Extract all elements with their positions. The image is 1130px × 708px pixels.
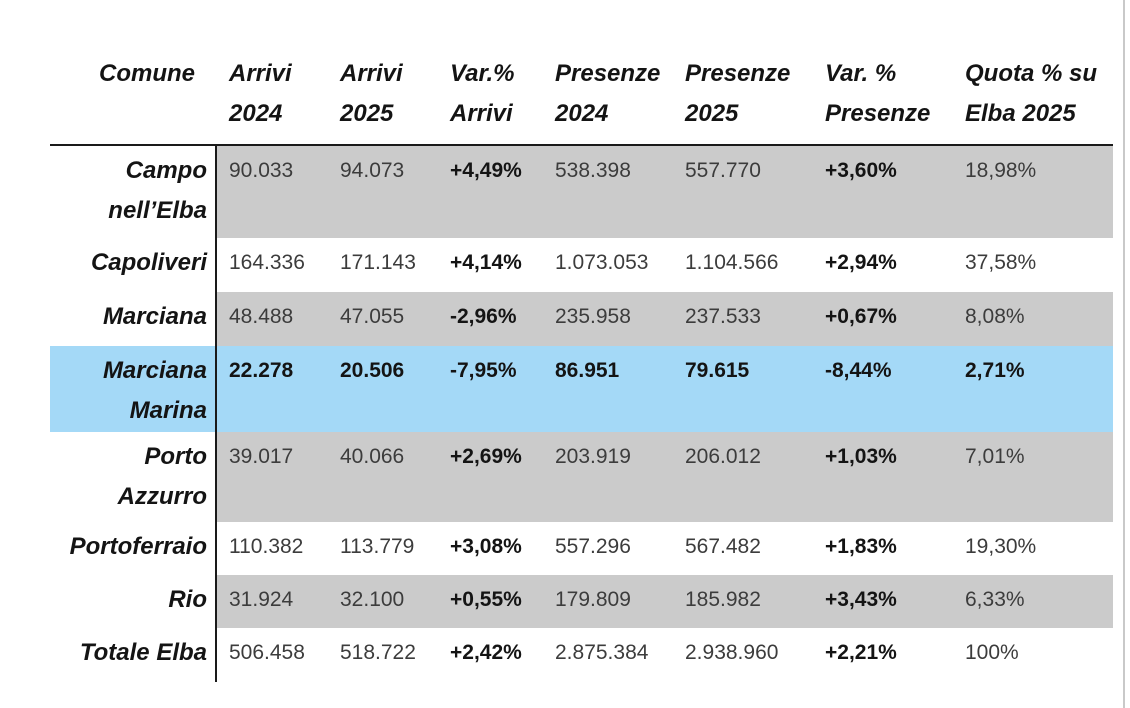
cell-var-pct-arrivi: +2,42% — [438, 628, 543, 681]
cell-var-pct-presenze: +2,21% — [813, 628, 953, 681]
column-header-var-pct-arrivi: Var.% Arrivi — [450, 60, 515, 127]
table-row: Porto Azzurro 39.017 40.066 +2,69% 203.919 20… — [50, 432, 1113, 522]
cell-arrivi-2025: 32.100 — [328, 575, 438, 628]
cell-arrivi-2024: 506.458 — [217, 628, 328, 681]
comune-column-divider — [215, 144, 217, 682]
row-label-comune: Marciana Marina — [50, 346, 217, 432]
table-row: Portoferraio 110.382 113.779 +3,08% 557.296 5… — [50, 522, 1113, 575]
column-header-quota-pct-elba-2025: Quota % su Elba 2025 — [965, 60, 1098, 127]
cell-var-pct-arrivi: -2,96% — [438, 292, 543, 346]
cell-quota-pct-elba-2025: 37,58% — [953, 238, 1113, 292]
cell-presenze-2025: 206.012 — [673, 432, 813, 522]
column-header-presenze-2025: Presenze 2025 — [685, 60, 791, 127]
row-label-comune: Rio — [168, 586, 207, 613]
cell-presenze-2025: 237.533 — [673, 292, 813, 346]
table-header-row: Comune Arrivi 2024 Arrivi 2025 Var.% Arr… — [50, 0, 1113, 144]
cell-var-pct-presenze: +3,43% — [813, 575, 953, 628]
cell-presenze-2025: 79.615 — [673, 346, 813, 432]
cell-arrivi-2024: 31.924 — [217, 575, 328, 628]
cell-presenze-2025: 557.770 — [673, 146, 813, 238]
table-row: Rio 31.924 32.100 +0,55% 179.809 185.982 +3,43… — [50, 575, 1113, 628]
cell-arrivi-2025: 113.779 — [328, 522, 438, 575]
cell-quota-pct-elba-2025: 19,30% — [953, 522, 1113, 575]
table-row: Campo nell’Elba 90.033 94.073 +4,49% 538.398… — [50, 146, 1113, 238]
row-label-comune: Marciana — [102, 303, 207, 330]
cell-quota-pct-elba-2025: 18,98% — [953, 146, 1113, 238]
cell-presenze-2024: 235.958 — [543, 292, 673, 346]
cell-quota-pct-elba-2025: 100% — [953, 628, 1113, 681]
cell-var-pct-presenze: +3,60% — [813, 146, 953, 238]
cell-var-pct-presenze: +1,03% — [813, 432, 953, 522]
cell-var-pct-arrivi: +4,49% — [438, 146, 543, 238]
column-header-presenze-2024: Presenze 2024 — [555, 60, 661, 127]
table-body: Campo nell’Elba 90.033 94.073 +4,49% 538.398… — [50, 146, 1113, 681]
cell-presenze-2025: 185.982 — [673, 575, 813, 628]
cell-var-pct-presenze: +2,94% — [813, 238, 953, 292]
cell-quota-pct-elba-2025: 7,01% — [953, 432, 1113, 522]
cell-arrivi-2024: 90.033 — [217, 146, 328, 238]
row-label-comune: Porto Azzurro — [117, 443, 207, 510]
cell-var-pct-arrivi: +0,55% — [438, 575, 543, 628]
table-row: Capoliveri 164.336 171.143 +4,14% 1.073.053 1… — [50, 238, 1113, 292]
page-edge-line — [1123, 0, 1125, 708]
cell-presenze-2024: 86.951 — [543, 346, 673, 432]
cell-quota-pct-elba-2025: 2,71% — [953, 346, 1113, 432]
row-label-comune: Campo nell’Elba — [108, 157, 207, 224]
table-row: Marciana Marina 22.278 20.506 -7,95% 86.951 7… — [50, 346, 1113, 432]
cell-arrivi-2024: 110.382 — [217, 522, 328, 575]
cell-quota-pct-elba-2025: 6,33% — [953, 575, 1113, 628]
cell-var-pct-arrivi: -7,95% — [438, 346, 543, 432]
row-label-comune: Totale Elba — [79, 639, 207, 666]
cell-var-pct-presenze: +0,67% — [813, 292, 953, 346]
column-header-arrivi-2024: Arrivi 2024 — [229, 60, 292, 127]
table-row: Marciana 48.488 47.055 -2,96% 235.958 237.533… — [50, 292, 1113, 346]
table-row: Totale Elba 506.458 518.722 +2,42% 2.875.384… — [50, 628, 1113, 681]
cell-presenze-2025: 567.482 — [673, 522, 813, 575]
cell-arrivi-2024: 22.278 — [217, 346, 328, 432]
cell-presenze-2024: 538.398 — [543, 146, 673, 238]
cell-arrivi-2025: 518.722 — [328, 628, 438, 681]
cell-var-pct-arrivi: +3,08% — [438, 522, 543, 575]
cell-presenze-2024: 557.296 — [543, 522, 673, 575]
cell-var-pct-presenze: -8,44% — [813, 346, 953, 432]
cell-presenze-2025: 2.938.960 — [673, 628, 813, 681]
row-label-comune: Capoliveri — [90, 249, 207, 276]
header-divider-line — [50, 144, 1113, 146]
cell-var-pct-presenze: +1,83% — [813, 522, 953, 575]
column-header-arrivi-2025: Arrivi 2025 — [340, 60, 403, 127]
cell-presenze-2024: 2.875.384 — [543, 628, 673, 681]
column-header-var-pct-presenze: Var. % Presenze — [825, 60, 931, 127]
cell-quota-pct-elba-2025: 8,08% — [953, 292, 1113, 346]
cell-var-pct-arrivi: +4,14% — [438, 238, 543, 292]
cell-presenze-2024: 179.809 — [543, 575, 673, 628]
elba-tourism-table: Comune Arrivi 2024 Arrivi 2025 Var.% Arr… — [50, 0, 1113, 682]
cell-presenze-2024: 1.073.053 — [543, 238, 673, 292]
cell-arrivi-2025: 171.143 — [328, 238, 438, 292]
cell-arrivi-2025: 94.073 — [328, 146, 438, 238]
cell-presenze-2024: 203.919 — [543, 432, 673, 522]
cell-arrivi-2024: 39.017 — [217, 432, 328, 522]
cell-presenze-2025: 1.104.566 — [673, 238, 813, 292]
row-label-comune: Portoferraio — [69, 533, 207, 560]
cell-arrivi-2025: 20.506 — [328, 346, 438, 432]
column-header-comune: Comune — [99, 60, 195, 87]
cell-arrivi-2024: 164.336 — [217, 238, 328, 292]
cell-arrivi-2025: 47.055 — [328, 292, 438, 346]
cell-var-pct-arrivi: +2,69% — [438, 432, 543, 522]
cell-arrivi-2024: 48.488 — [217, 292, 328, 346]
cell-arrivi-2025: 40.066 — [328, 432, 438, 522]
